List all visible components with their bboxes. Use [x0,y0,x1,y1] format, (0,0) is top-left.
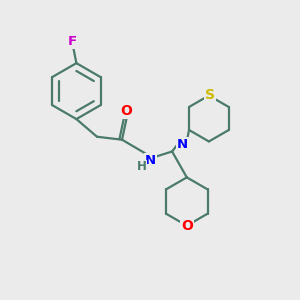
Text: H: H [137,160,147,173]
Text: S: S [206,88,215,102]
Text: N: N [145,154,156,167]
Text: F: F [68,35,76,48]
Text: O: O [181,219,193,233]
Text: N: N [177,139,188,152]
Text: O: O [121,104,132,118]
